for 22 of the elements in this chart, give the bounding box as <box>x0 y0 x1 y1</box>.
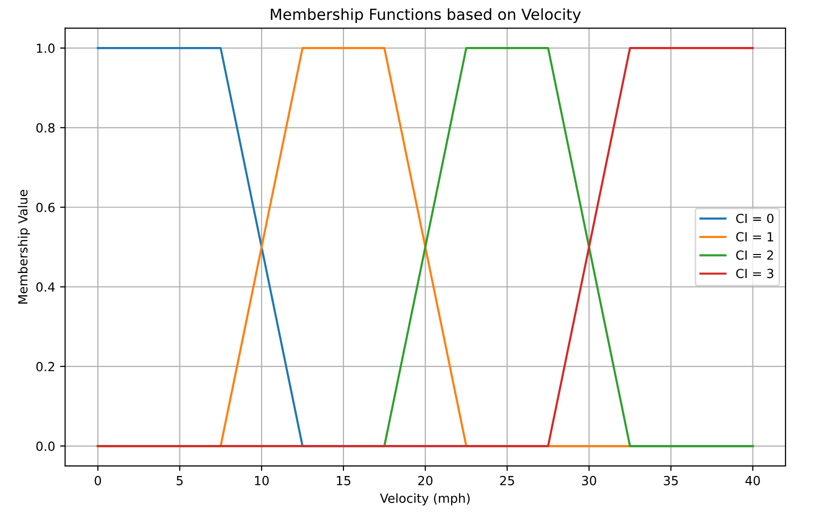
x-tick-label: 15 <box>336 476 350 486</box>
x-tick-label: 30 <box>582 476 596 486</box>
y-tick-label: 1.0 <box>36 44 55 53</box>
x-axis-title: Velocity (mph) <box>380 493 470 506</box>
legend-label: CI = 1 <box>736 232 774 242</box>
y-tick-label: 0.6 <box>36 202 55 212</box>
y-tick-label: 0.4 <box>36 282 55 292</box>
legend-label: CI = 2 <box>736 250 774 260</box>
x-tick-label: 5 <box>176 476 183 486</box>
x-tick-label: 10 <box>255 476 269 486</box>
x-tick-label: 25 <box>500 476 514 486</box>
x-tick-label: 20 <box>418 476 432 486</box>
chart-title: Membership Functions based on Velocity <box>270 8 581 24</box>
y-tick-label: 0.8 <box>36 123 55 133</box>
legend-label: CI = 0 <box>736 214 774 224</box>
x-tick-label: 0 <box>94 476 102 486</box>
x-tick-label: 35 <box>664 476 678 486</box>
x-tick-label: 40 <box>745 476 760 486</box>
y-tick-label: 0.2 <box>36 362 54 372</box>
y-axis-title: Membership Value <box>18 190 30 304</box>
y-tick-label: 0.0 <box>36 441 55 451</box>
legend-label: CI = 3 <box>736 268 774 278</box>
